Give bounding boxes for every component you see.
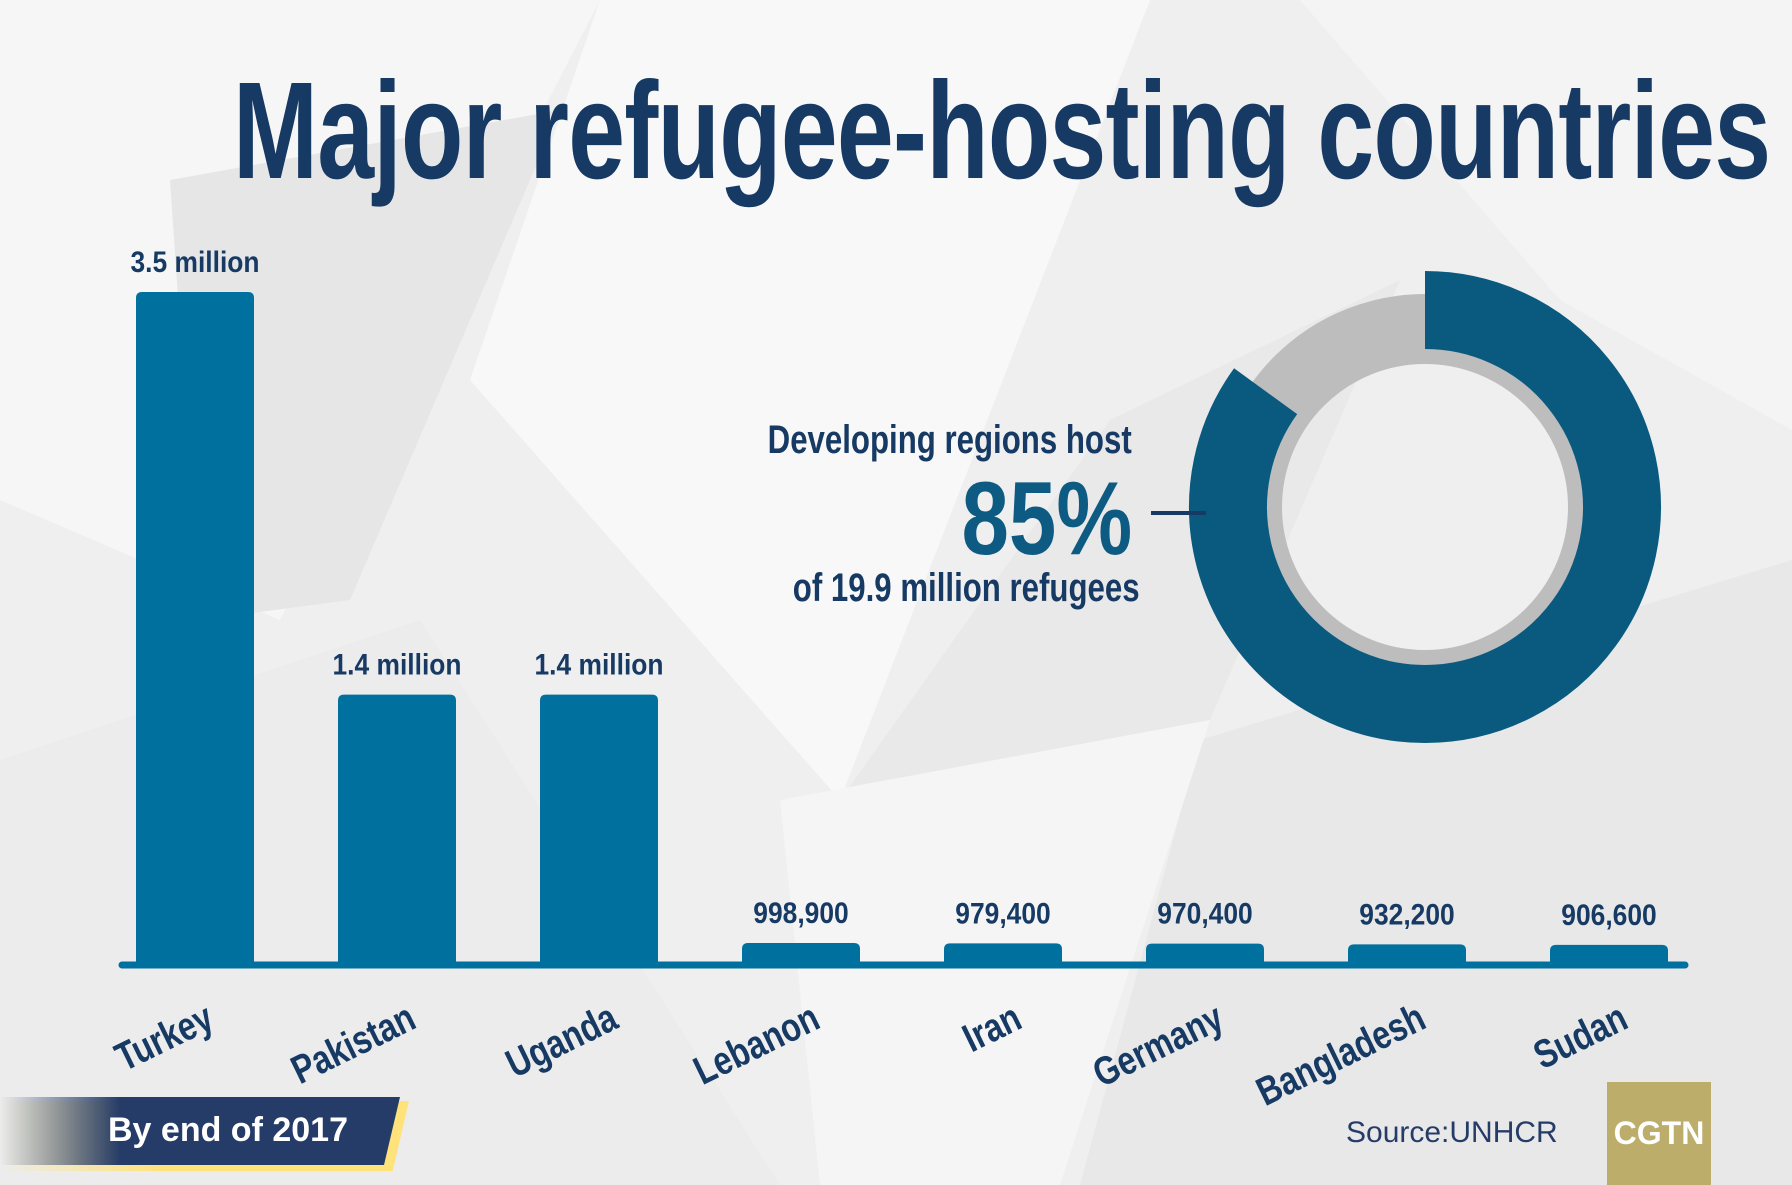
data-label: 979,400: [955, 896, 1050, 930]
data-label: 3.5 million: [130, 244, 259, 278]
x-tick-label: Uganda: [499, 994, 625, 1086]
data-label: 970,400: [1157, 896, 1252, 930]
donut-annotation-value: 85%: [961, 461, 1132, 577]
data-label: 1.4 million: [332, 647, 461, 681]
bar-iran: [944, 943, 1062, 963]
bar-pakistan: [338, 694, 456, 963]
x-tick-label: Turkey: [108, 994, 220, 1080]
donut-annotation-line1: Developing regions host: [767, 418, 1132, 462]
bar-lebanon: [742, 943, 860, 963]
x-tick-label: Sudan: [1526, 994, 1634, 1078]
x-tick-label: Pakistan: [284, 994, 422, 1092]
bar-turkey: [136, 292, 254, 963]
bar-germany: [1146, 943, 1264, 963]
data-label: 906,600: [1561, 897, 1656, 931]
x-tick-label: Germany: [1085, 994, 1230, 1096]
donut-chart: [1189, 271, 1661, 743]
period-badge: By end of 2017: [0, 1097, 400, 1165]
bar-sudan: [1550, 944, 1668, 963]
chart-title: Major refugee-hosting countries: [232, 54, 1771, 208]
donut-slice-developing-regions: [1189, 271, 1661, 743]
bar-bangladesh: [1348, 944, 1466, 963]
cgtn-logo: CGTN: [1607, 1082, 1711, 1185]
x-tick-label: Bangladesh: [1249, 994, 1432, 1114]
data-label: 1.4 million: [534, 647, 663, 681]
data-label: 932,200: [1359, 897, 1454, 931]
source-label: Source:UNHCR: [1346, 1116, 1558, 1149]
bar-uganda: [540, 694, 658, 963]
data-label: 998,900: [753, 895, 848, 929]
period-label: By end of 2017: [108, 1111, 348, 1149]
donut-annotation-line3: of 19.9 million refugees: [793, 566, 1140, 610]
x-tick-label: Lebanon: [686, 994, 826, 1093]
x-tick-label: Iran: [955, 994, 1028, 1060]
